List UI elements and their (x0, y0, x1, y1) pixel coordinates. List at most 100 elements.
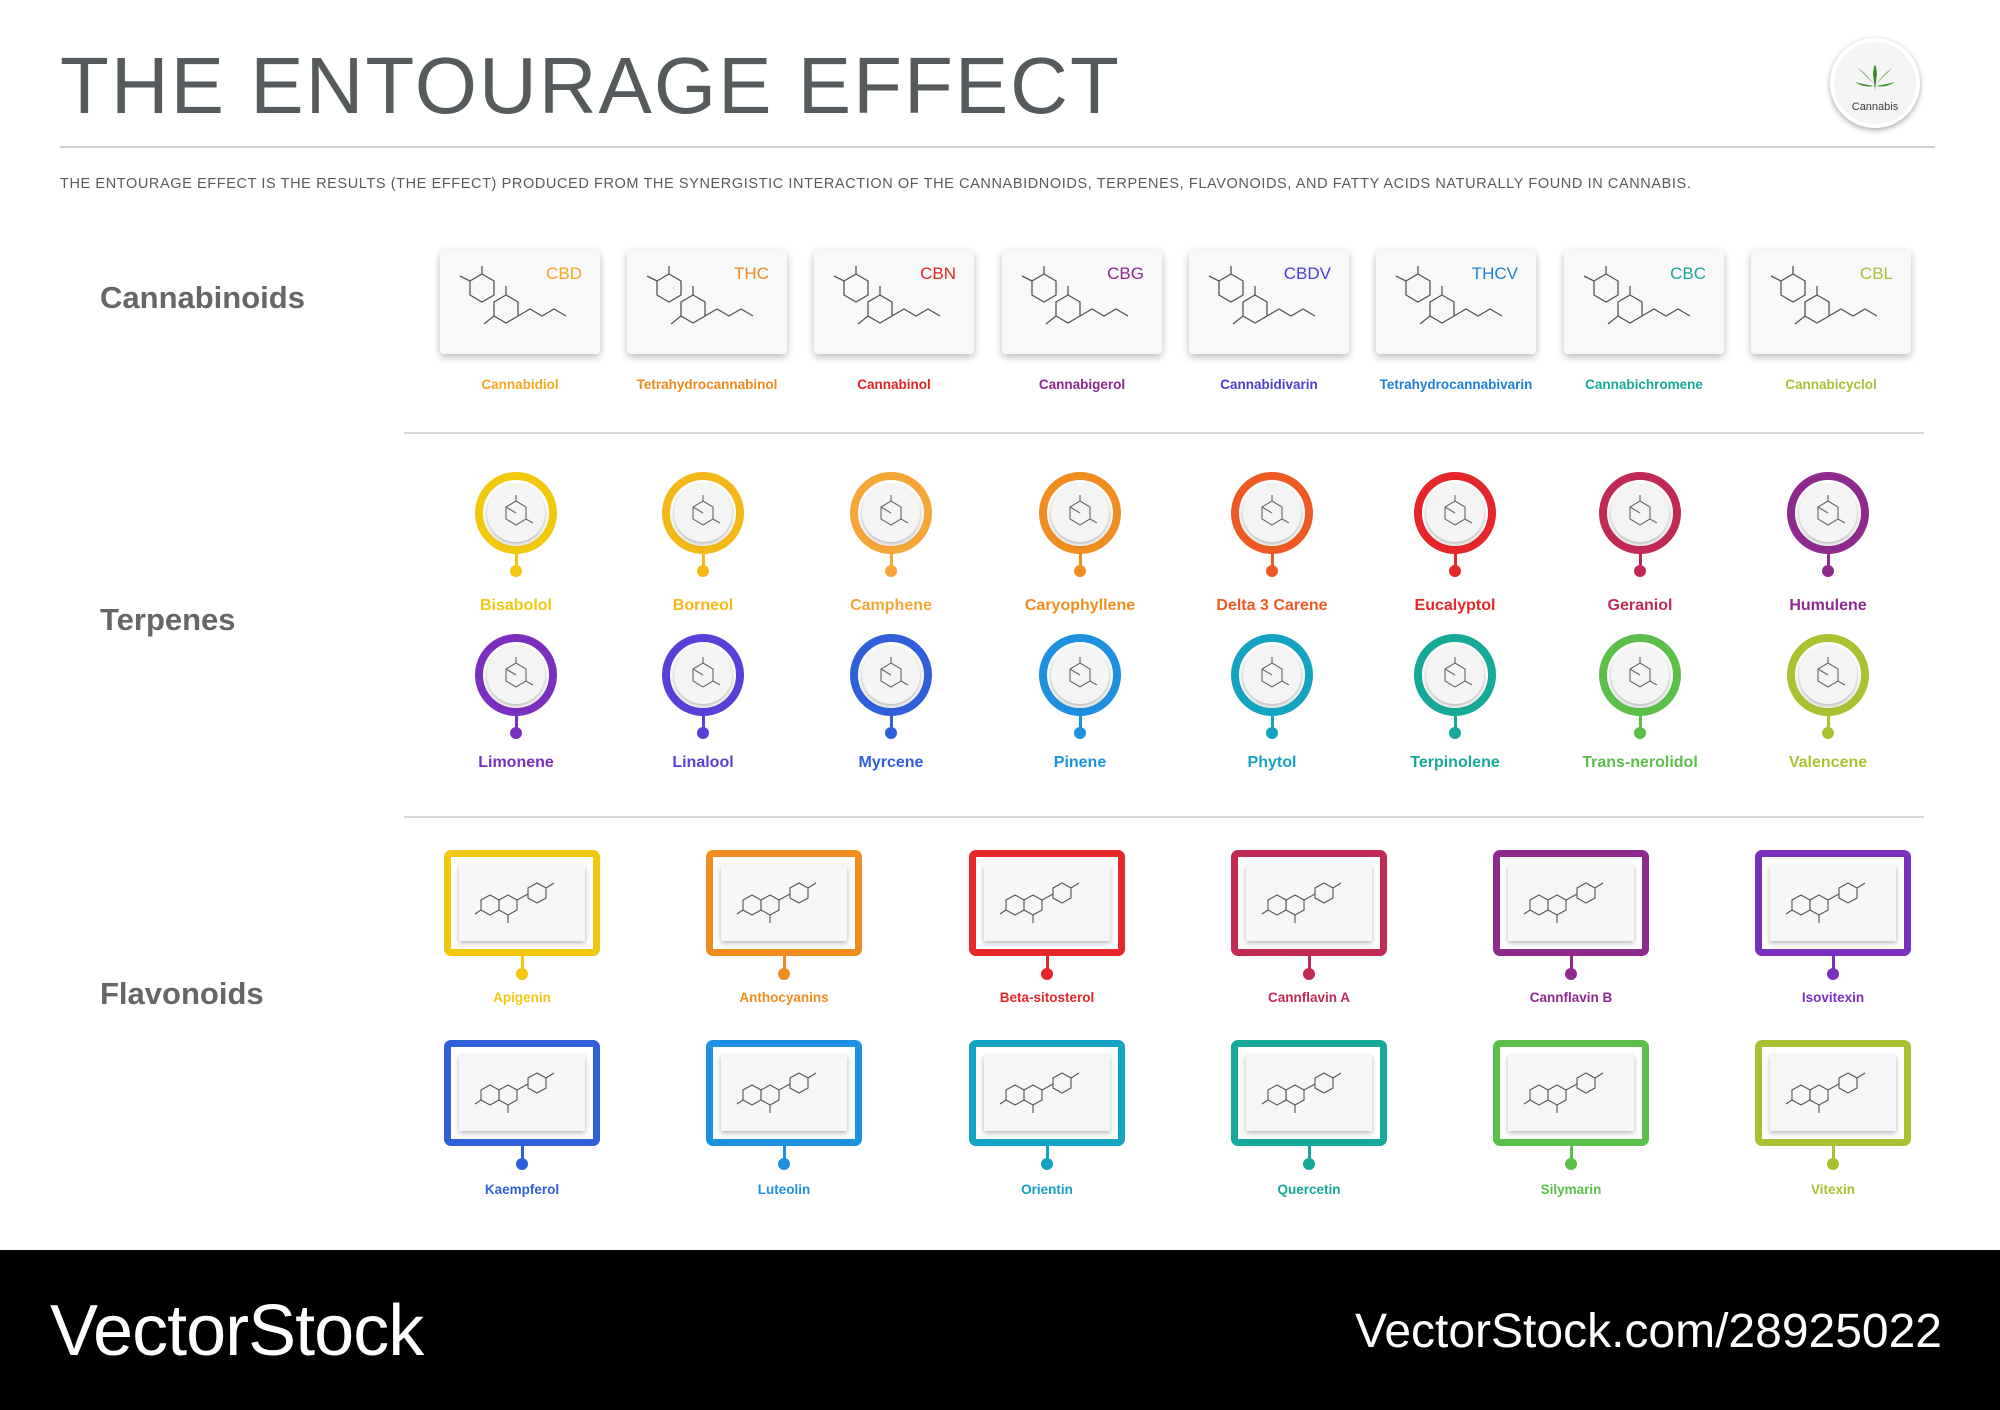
molecule-structure-icon (1261, 882, 1342, 923)
molecule-structure-icon (459, 266, 567, 325)
terpene-circle (1414, 634, 1496, 716)
cannabinoid-abbr: CBG (1107, 264, 1144, 283)
terpene-structure (1799, 646, 1857, 704)
flavonoid-structure (1508, 1055, 1634, 1131)
cannabis-leaf-icon (1855, 65, 1895, 90)
flavonoid-card (1755, 1040, 1911, 1146)
flavonoid-structure (459, 865, 585, 941)
connector-dot (1074, 727, 1086, 739)
flavonoid-name: Cannflavin A (1267, 990, 1350, 1005)
connector-line (521, 956, 524, 970)
terpene-name: Linalool (672, 754, 734, 771)
terpene-structure (1611, 484, 1669, 542)
terpene-circle (1231, 634, 1313, 716)
connector-line (515, 716, 518, 730)
connector-dot (885, 727, 897, 739)
connector-line (890, 716, 893, 730)
terpene-circle (1414, 472, 1496, 554)
terpene-name: Terpinolene (1410, 754, 1500, 771)
connector-line (1046, 1146, 1049, 1160)
connector-line (521, 1146, 524, 1160)
connector-dot (1827, 1158, 1839, 1170)
cannabinoid-name: Cannabigerol (1038, 377, 1126, 392)
molecule-structure-icon (736, 882, 817, 923)
terpene-name: Geraniol (1607, 597, 1673, 614)
terpene-structure (1611, 646, 1669, 704)
molecule-structure-icon (1629, 495, 1658, 526)
section-label-flavonoids: Flavonoids (100, 976, 264, 1011)
molecule-structure-icon (1444, 495, 1473, 526)
flavonoid-card (1231, 850, 1387, 956)
terpene-structure (862, 646, 920, 704)
flavonoid-name: Vitexin (1810, 1182, 1856, 1197)
terpene-name: Pinene (1053, 754, 1107, 771)
flavonoid-structure (721, 1055, 847, 1131)
cannabinoid-abbr: CBN (920, 264, 956, 283)
cannabinoid-abbr: CBD (546, 264, 582, 283)
molecule-structure-icon (1523, 1072, 1604, 1113)
flavonoid-card (444, 1040, 600, 1146)
section-label-cannabinoids: Cannabinoids (100, 280, 305, 315)
molecule-structure-icon (880, 495, 909, 526)
terpene-name: Trans-nerolidol (1582, 754, 1698, 771)
flavonoid-card (1493, 850, 1649, 956)
connector-line (1454, 716, 1457, 730)
molecule-structure-icon (1261, 495, 1290, 526)
cannabinoid-card: CBDV (1189, 250, 1349, 354)
cannabinoid-abbr: CBDV (1283, 264, 1331, 283)
cannabinoid-name: Cannabinol (857, 377, 931, 392)
cannabinoid-name: Cannabicyclol (1785, 377, 1877, 392)
connector-line (515, 554, 518, 568)
cannabinoid-name: Cannabidiol (481, 377, 559, 392)
subtitle: THE ENTOURAGE EFFECT IS THE RESULTS (THE… (60, 176, 1692, 192)
molecule-structure-icon (1629, 657, 1658, 688)
flavonoid-card (706, 1040, 862, 1146)
molecule-structure-icon (1208, 266, 1316, 325)
cannabinoid-abbr: THCV (1471, 264, 1518, 283)
connector-line (890, 554, 893, 568)
section-label-terpenes: Terpenes (100, 602, 236, 637)
connector-dot (885, 565, 897, 577)
connector-dot (1266, 727, 1278, 739)
connector-dot (510, 565, 522, 577)
molecule-structure-icon (1817, 657, 1846, 688)
connector-line (1271, 716, 1274, 730)
connector-dot (1041, 968, 1053, 980)
cannabinoid-name: Cannabichromene (1585, 377, 1703, 392)
footer-bar: VectorStock VectorStock.com/28925022 (0, 1250, 2000, 1410)
title-divider (60, 146, 1935, 148)
section-divider (404, 432, 1924, 434)
cannabinoid-card: CBG (1002, 250, 1162, 354)
molecule-structure-icon (505, 657, 534, 688)
flavonoid-structure (984, 865, 1110, 941)
terpene-circle (1039, 634, 1121, 716)
connector-dot (1827, 968, 1839, 980)
flavonoid-structure (721, 865, 847, 941)
molecule-structure-icon (692, 495, 721, 526)
connector-dot (1449, 565, 1461, 577)
cannabinoid-card: CBC (1564, 250, 1724, 354)
terpene-name: Camphene (850, 597, 932, 614)
terpene-name: Limonene (478, 754, 554, 771)
terpene-name: Borneol (672, 597, 734, 614)
molecule-structure-icon (1583, 266, 1691, 325)
molecule-structure-icon (1395, 266, 1503, 325)
page-title: THE ENTOURAGE EFFECT (60, 41, 1121, 130)
terpene-structure (1799, 484, 1857, 542)
terpene-structure (862, 484, 920, 542)
terpene-name: Caryophyllene (1024, 597, 1136, 614)
connector-dot (1303, 968, 1315, 980)
connector-line (1570, 956, 1573, 970)
connector-dot (1822, 727, 1834, 739)
connector-line (783, 956, 786, 970)
cannabinoid-card: THCV (1376, 250, 1536, 354)
molecule-structure-icon (1770, 266, 1878, 325)
connector-dot (510, 727, 522, 739)
flavonoid-card (706, 850, 862, 956)
terpene-circle (850, 634, 932, 716)
connector-dot (1266, 565, 1278, 577)
connector-dot (778, 968, 790, 980)
flavonoid-name: Apigenin (493, 990, 551, 1005)
molecule-structure-icon (1817, 495, 1846, 526)
cannabinoid-abbr: CBL (1859, 264, 1893, 283)
